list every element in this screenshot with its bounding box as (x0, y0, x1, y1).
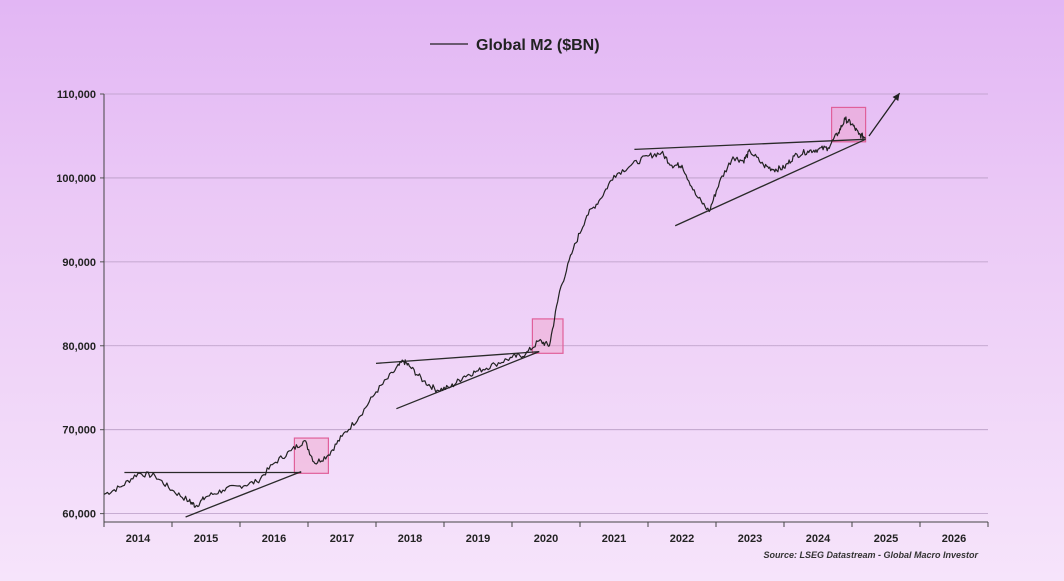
x-tick-label: 2015 (194, 533, 218, 545)
y-tick-label: 60,000 (62, 509, 96, 521)
trend-line (185, 471, 302, 518)
trend-line (396, 351, 540, 410)
trend-line (674, 138, 866, 227)
x-tick-label: 2025 (874, 533, 898, 545)
x-tick-label: 2017 (330, 533, 354, 545)
axis-labels: 60,000 70,000 80,000 90,000 100,000 110,000 20… (56, 89, 978, 560)
y-tick-label: 100,000 (56, 173, 96, 185)
x-tick-label: 2018 (398, 533, 422, 545)
axes (100, 93, 989, 527)
series-layer (103, 116, 866, 508)
x-tick-label: 2021 (602, 533, 626, 545)
annotations (124, 92, 901, 518)
arrow-shaft (868, 92, 901, 137)
y-tick-label: 70,000 (62, 425, 96, 437)
y-tick-label: 90,000 (62, 257, 96, 269)
highlight-box (531, 318, 564, 354)
trend-line (634, 138, 866, 151)
y-tick-label: 110,000 (57, 89, 96, 101)
x-tick-label: 2022 (670, 533, 694, 545)
legend: Global M2 ($BN) (430, 37, 600, 54)
source-note: Source: LSEG Datastream - Global Macro I… (763, 550, 978, 560)
y-tick-label: 80,000 (62, 341, 96, 353)
x-tick-label: 2016 (262, 533, 286, 545)
series-line (103, 116, 866, 508)
arrow-head (892, 93, 900, 102)
x-tick-label: 2020 (534, 533, 558, 545)
grid-lines (104, 93, 988, 515)
x-tick-label: 2019 (466, 533, 490, 545)
x-tick-label: 2026 (942, 533, 966, 545)
legend-label: Global M2 ($BN) (476, 37, 600, 54)
x-tick-label: 2014 (126, 533, 151, 545)
x-tick-label: 2023 (738, 533, 762, 545)
x-tick-label: 2024 (806, 533, 831, 545)
